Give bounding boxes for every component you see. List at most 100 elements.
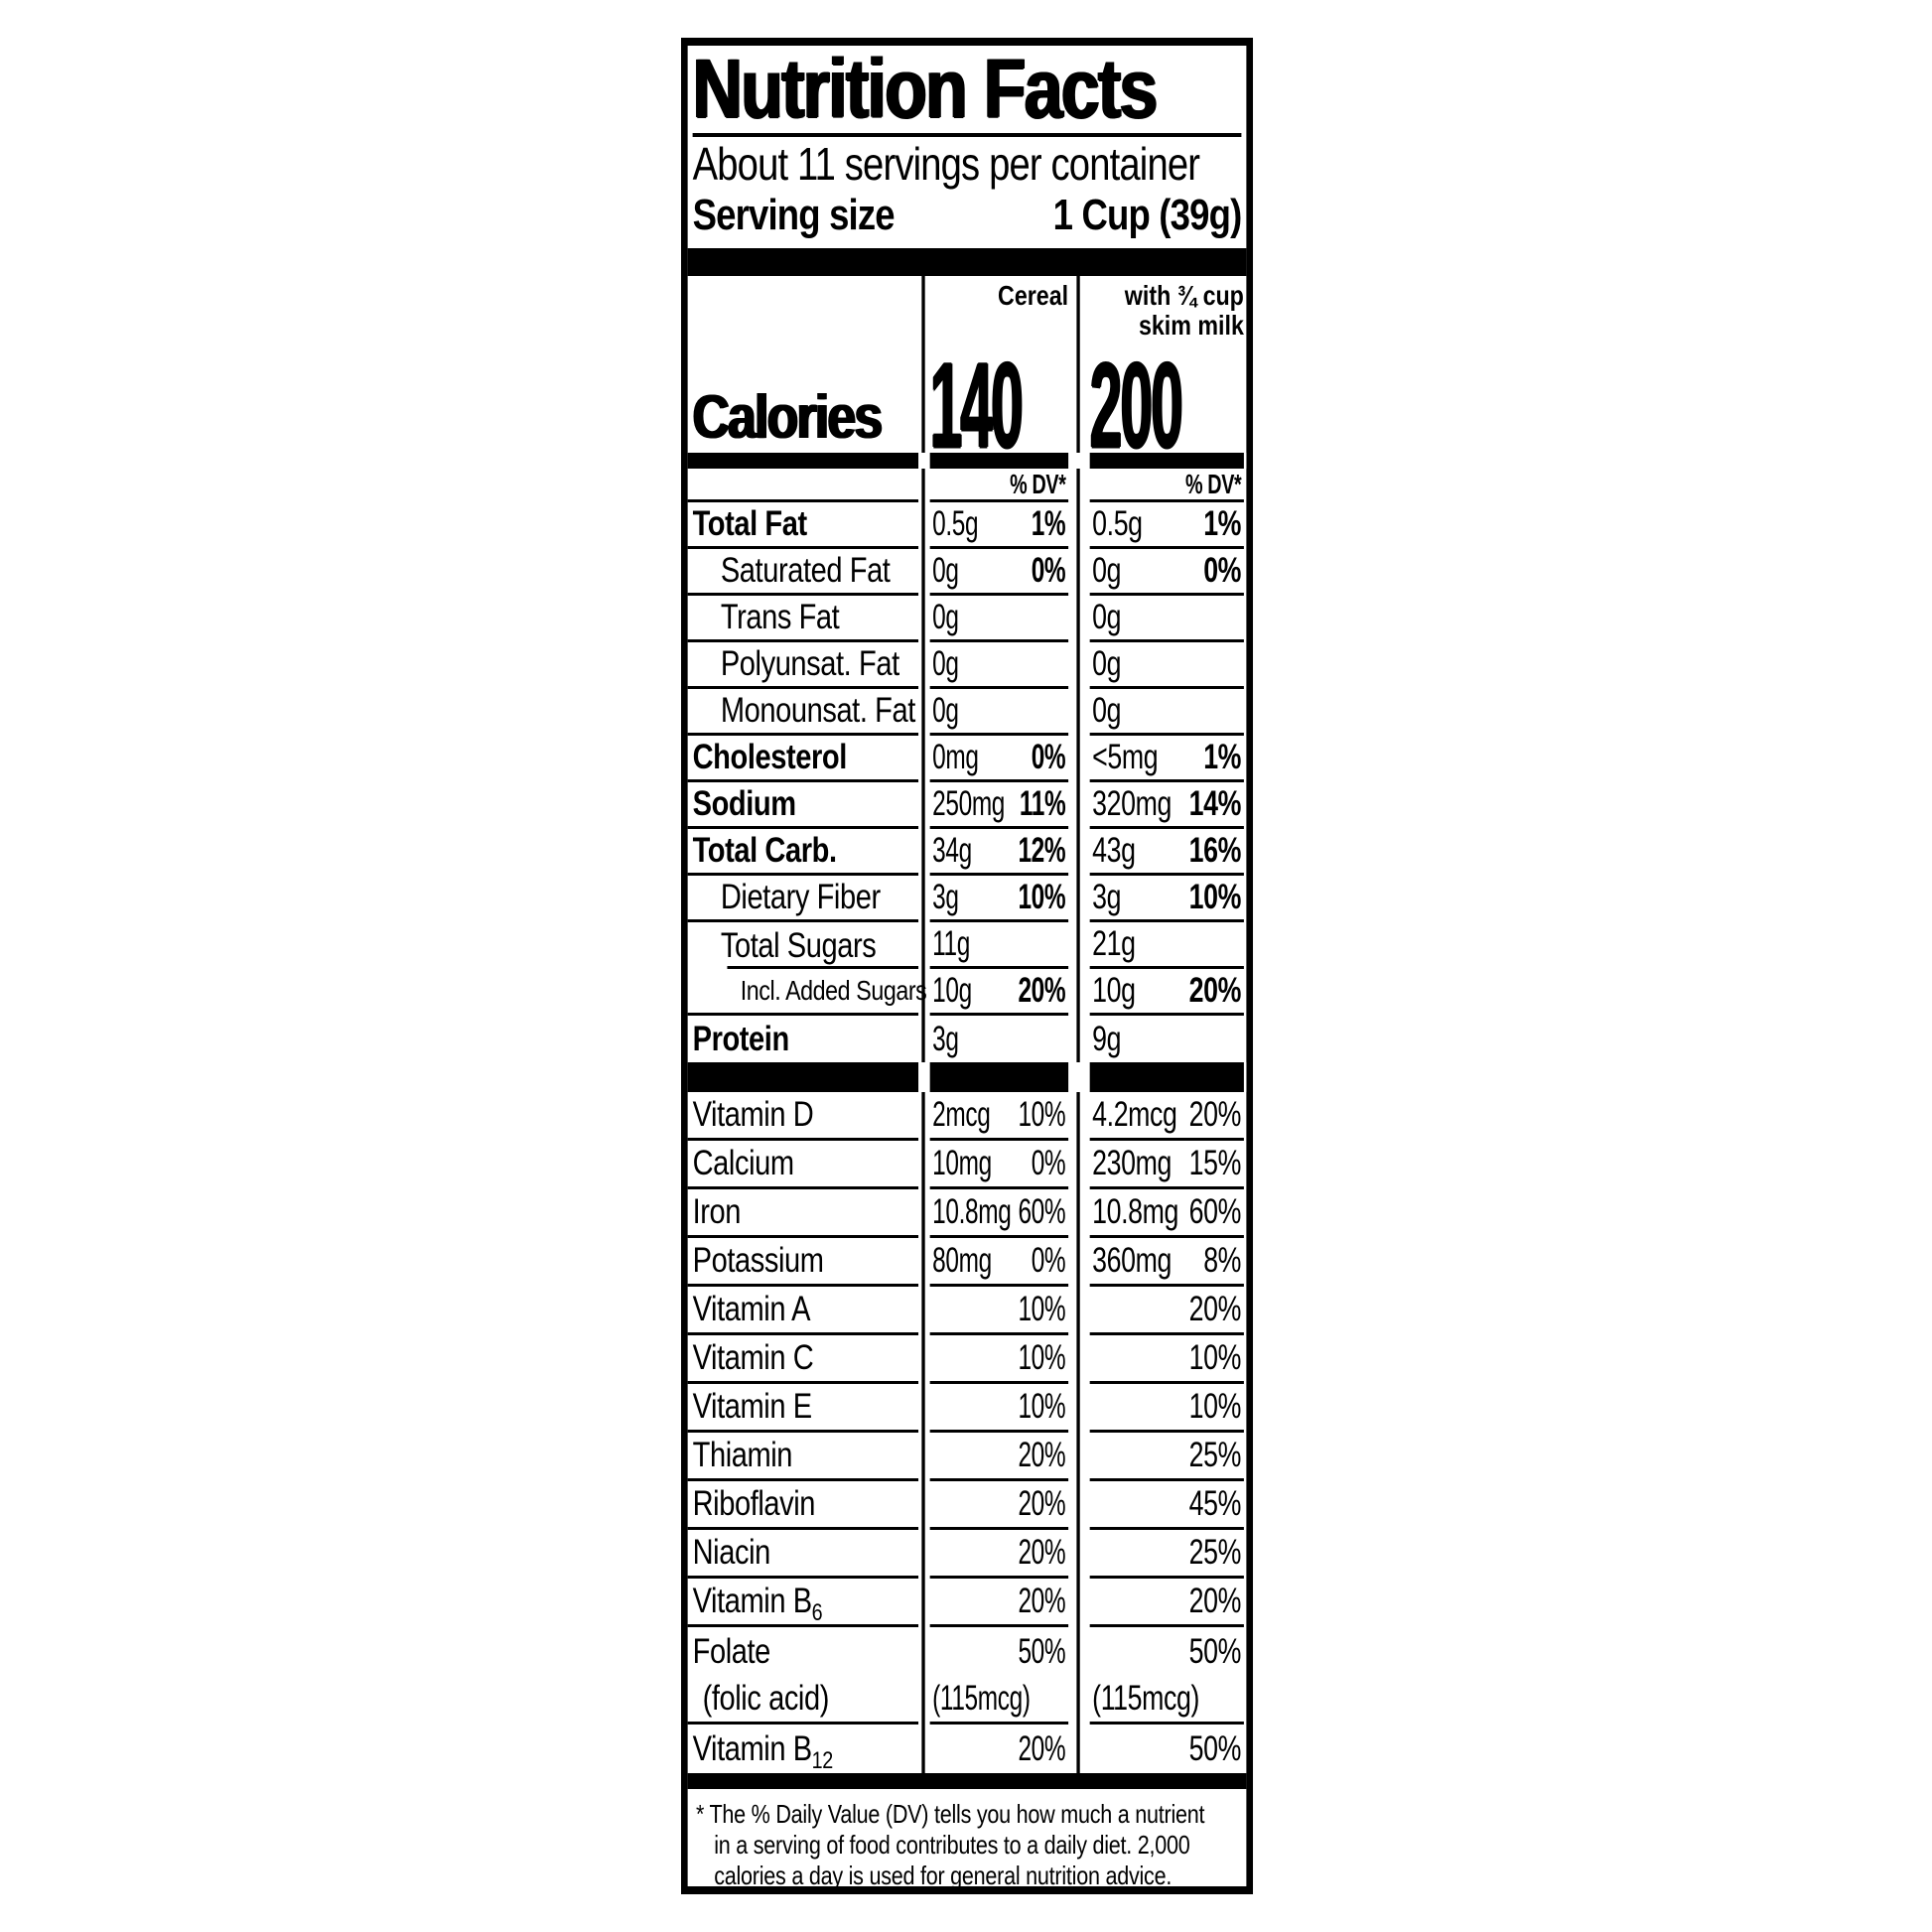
milk-value-cell: 20% xyxy=(1089,1287,1244,1335)
milk-amount: 0g xyxy=(1092,551,1122,590)
milk-value-cell: 45% xyxy=(1089,1481,1244,1530)
cereal-amount: 0g xyxy=(932,644,959,683)
nutrition-facts-label: Nutrition Facts About 11 servings per co… xyxy=(681,38,1254,1894)
dv-header-milk: % DV* xyxy=(1184,468,1242,499)
nutrient-name: Polyunsat. Fat xyxy=(720,644,899,683)
cereal-dv-percent: 20% xyxy=(1018,1728,1066,1768)
cereal-value-cell: 20% xyxy=(929,1530,1069,1579)
cereal-amount: 80mg xyxy=(932,1241,992,1280)
milk-dv-percent: 45% xyxy=(1189,1484,1242,1523)
nutrient-label-cell: Monounsat. Fat xyxy=(687,689,919,736)
cereal-value-cell: 11g xyxy=(929,922,1069,969)
nutrient-row: Monounsat. Fat 0g 0g xyxy=(687,689,1247,736)
milk-dv-percent: 10% xyxy=(1189,878,1242,916)
calories-underline-bars xyxy=(687,453,1247,469)
cereal-dv-percent: 20% xyxy=(1018,1582,1066,1620)
nutrient-label-cell: Total Carb. xyxy=(687,829,919,876)
milk-dv-percent: 20% xyxy=(1189,1290,1242,1328)
vitamin-name: Iron xyxy=(692,1192,742,1231)
vitamin-name-subscript: 6 xyxy=(811,1599,823,1626)
cereal-value-cell: 20% xyxy=(929,1579,1069,1627)
milk-amount: (115mcg) xyxy=(1092,1679,1200,1718)
cereal-amount: (115mcg) xyxy=(932,1679,1031,1718)
nutrient-row: Cholesterol 0mg 0% <5mg 1% xyxy=(687,736,1247,782)
milk-amount: 360mg xyxy=(1092,1241,1172,1280)
cereal-amount: 3g xyxy=(932,878,959,916)
cereal-dv-percent: 1% xyxy=(1032,504,1066,543)
nutrient-row: Dietary Fiber 3g 10% 3g 10% xyxy=(687,876,1247,922)
column-header-spacer xyxy=(688,276,918,342)
cereal-value-cell: 250mg 11% xyxy=(929,782,1069,829)
vitamin-row: Niacin 20% 25% xyxy=(687,1530,1247,1579)
cereal-value-cell: 20% xyxy=(929,1433,1069,1481)
cereal-amount: 3g xyxy=(932,1019,959,1058)
cereal-amount: 0mg xyxy=(932,738,979,776)
vitamin-name: Riboflavin xyxy=(692,1484,816,1523)
milk-amount: 320mg xyxy=(1092,784,1172,823)
vitamin-label-cell: Iron xyxy=(687,1189,919,1238)
milk-value-cell: 21g xyxy=(1089,922,1244,969)
milk-dv-percent: 1% xyxy=(1203,504,1242,543)
milk-value-cell: 10g 20% xyxy=(1089,969,1244,1016)
nutrient-name: Protein xyxy=(692,1019,790,1058)
vitamin-name: Thiamin xyxy=(692,1436,793,1474)
milk-dv-percent: 10% xyxy=(1189,1338,1242,1377)
vitamin-name: Vitamin D xyxy=(692,1095,814,1134)
calories-cereal-cell: 140 xyxy=(930,342,1068,466)
cereal-amount: 0g xyxy=(932,598,959,636)
nutrient-label-cell: Saturated Fat xyxy=(687,549,919,596)
vitamin-row: Vitamin B12 20% 50% xyxy=(688,1725,1247,1773)
calories-label: Calories xyxy=(692,383,883,452)
cereal-value-cell: 50% xyxy=(930,1627,1068,1676)
vitamin-label-cell: Folate xyxy=(688,1627,918,1676)
milk-value-cell: 10% xyxy=(1089,1384,1244,1433)
milk-dv-percent: 16% xyxy=(1189,831,1242,870)
vitamin-rows-section: Vitamin D 2mcg 10% 4.2mcg 20% Calcium 10… xyxy=(687,1092,1247,1773)
milk-amount: 230mg xyxy=(1092,1144,1172,1182)
vitamin-name: Vitamin B12 xyxy=(692,1728,834,1774)
calories-milk-cell: 200 xyxy=(1090,342,1244,466)
vitamin-name: Vitamin A xyxy=(692,1290,811,1328)
milk-value-cell: 4.2mcg 20% xyxy=(1089,1092,1244,1141)
vitamin-row: Thiamin 20% 25% xyxy=(687,1433,1247,1481)
column-divider-2 xyxy=(1076,276,1080,1773)
cereal-amount: 0g xyxy=(932,691,959,730)
milk-value-cell: 0g 0% xyxy=(1089,549,1244,596)
vitamin-label-cell: Riboflavin xyxy=(687,1481,919,1530)
footnote-line: * The % Daily Value (DV) tells you how m… xyxy=(695,1799,1205,1829)
milk-dv-percent: 14% xyxy=(1189,784,1242,823)
mid-bar xyxy=(1089,453,1244,469)
vitamin-row: Vitamin C 10% 10% xyxy=(687,1335,1247,1384)
cereal-dv-percent: 0% xyxy=(1032,551,1066,590)
milk-value-cell: 25% xyxy=(1089,1530,1244,1579)
column-header-milk-line2: skim milk xyxy=(1138,310,1244,341)
milk-value-cell: 0.5g 1% xyxy=(1089,502,1244,549)
cereal-dv-percent: 0% xyxy=(1032,1241,1066,1280)
nutrient-label-cell: Trans Fat xyxy=(687,596,919,642)
milk-amount: 21g xyxy=(1092,924,1136,963)
nutrient-row: Total Carb. 34g 12% 43g 16% xyxy=(687,829,1247,876)
milk-dv-percent: 0% xyxy=(1203,551,1242,590)
vitamin-row: Folate 50% 50% xyxy=(688,1627,1247,1676)
nutrient-name: Dietary Fiber xyxy=(720,878,881,916)
cereal-dv-percent: 20% xyxy=(1018,1533,1066,1572)
nutrient-row: Polyunsat. Fat 0g 0g xyxy=(687,642,1247,689)
nutrient-label-cell: Dietary Fiber xyxy=(687,876,919,922)
milk-value-cell: (115mcg) xyxy=(1089,1676,1244,1725)
milk-dv-percent: 8% xyxy=(1203,1241,1242,1280)
cereal-amount: 34g xyxy=(932,831,972,870)
milk-dv-percent: 60% xyxy=(1189,1192,1242,1231)
cereal-dv-percent: 60% xyxy=(1018,1192,1066,1231)
nutrient-row: Sodium 250mg 11% 320mg 14% xyxy=(687,782,1247,829)
footnote-line: calories a day is used for general nutri… xyxy=(714,1861,1173,1890)
cereal-amount: 10.8mg xyxy=(932,1192,1012,1231)
cereal-value-cell: 20% xyxy=(930,1725,1068,1773)
cereal-value-cell: 10% xyxy=(929,1335,1069,1384)
footnote: * The % Daily Value (DV) tells you how m… xyxy=(688,1789,1247,1891)
vitamin-name: Vitamin B6 xyxy=(692,1582,823,1626)
cereal-value-cell: 10% xyxy=(929,1287,1069,1335)
cereal-dv-percent: 20% xyxy=(1018,1484,1066,1523)
milk-value-cell: 0g xyxy=(1089,596,1244,642)
cereal-dv-percent: 11% xyxy=(1020,784,1066,823)
milk-dv-percent: 50% xyxy=(1189,1631,1242,1671)
